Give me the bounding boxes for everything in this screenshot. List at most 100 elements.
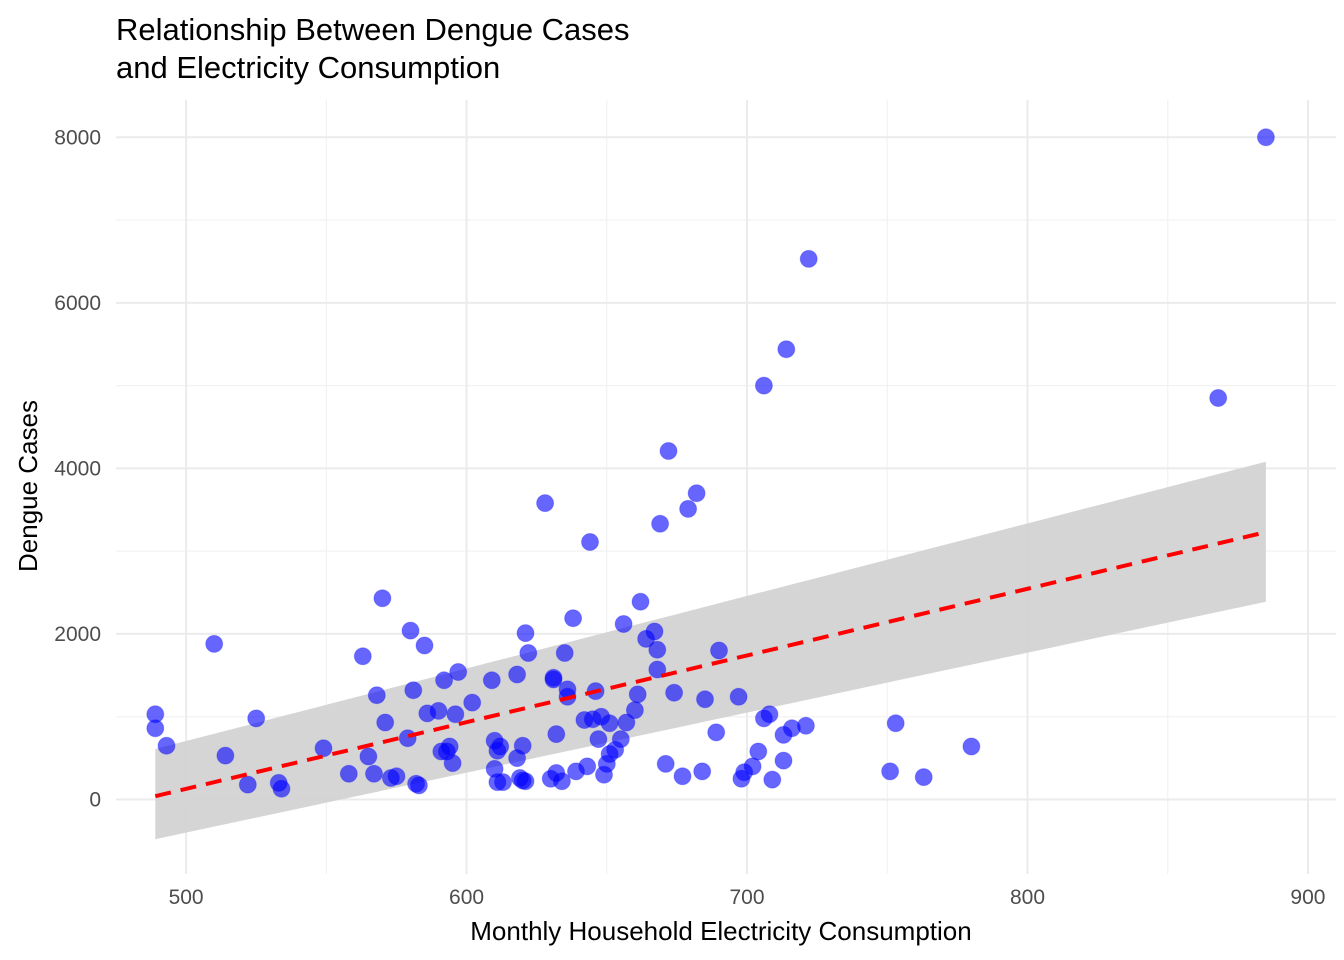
x-tick-label: 900 — [1290, 886, 1325, 909]
data-point — [774, 751, 793, 770]
data-point — [552, 772, 571, 791]
data-point — [665, 683, 684, 702]
data-point — [625, 701, 644, 720]
data-point — [707, 723, 726, 742]
data-point — [314, 739, 333, 758]
data-point — [749, 742, 768, 761]
data-point — [446, 705, 465, 724]
data-point — [617, 713, 636, 732]
data-point — [516, 624, 535, 643]
data-point — [648, 660, 667, 679]
data-point — [555, 644, 574, 662]
data-point — [519, 644, 538, 662]
data-point — [564, 609, 583, 628]
data-point — [440, 737, 459, 756]
data-point — [536, 494, 555, 513]
data-point — [600, 714, 619, 733]
data-point — [373, 589, 392, 608]
data-point — [687, 484, 706, 503]
data-point — [1256, 128, 1275, 147]
data-point — [367, 686, 386, 705]
y-tick-label: 0 — [89, 788, 101, 811]
data-point — [645, 622, 664, 641]
data-point — [443, 754, 462, 773]
data-point — [365, 764, 383, 783]
data-point — [272, 779, 291, 798]
data-point — [435, 671, 454, 690]
data-point — [339, 764, 358, 783]
data-point — [611, 730, 630, 749]
x-tick-label: 700 — [730, 886, 765, 909]
data-point — [743, 757, 762, 776]
data-point — [404, 681, 423, 700]
data-point — [656, 754, 675, 773]
data-point — [387, 767, 406, 786]
data-point — [589, 730, 608, 749]
data-point — [631, 592, 650, 611]
data-point — [578, 757, 597, 776]
data-point — [696, 690, 714, 709]
grid — [116, 100, 1336, 874]
data-point — [353, 647, 372, 666]
data-point — [376, 713, 395, 732]
data-point — [628, 685, 647, 704]
data-point — [914, 768, 933, 787]
data-point — [513, 736, 532, 755]
data-point — [648, 640, 667, 659]
data-point — [962, 737, 981, 756]
data-point — [482, 671, 501, 690]
data-point — [760, 705, 779, 724]
data-point — [754, 376, 773, 395]
data-point — [729, 687, 748, 706]
data-point — [463, 693, 482, 712]
y-tick-label: 2000 — [54, 623, 101, 646]
data-point — [544, 670, 563, 689]
data-point — [157, 736, 176, 755]
data-point — [146, 705, 165, 724]
data-point — [777, 340, 796, 359]
fit-line — [154, 530, 1267, 799]
data-point — [581, 533, 599, 551]
data-points — [146, 128, 1275, 798]
data-point — [205, 634, 224, 653]
data-point — [659, 442, 678, 460]
chart-title-line-2: and Electricity Consumption — [116, 50, 500, 85]
data-point — [429, 701, 448, 720]
data-point — [710, 641, 728, 660]
y-tick-label: 4000 — [54, 457, 101, 480]
data-point — [359, 747, 378, 766]
data-point — [516, 772, 535, 791]
data-point — [1209, 389, 1228, 407]
data-point — [886, 714, 905, 733]
x-axis-title: Monthly Household Electricity Consumptio… — [470, 916, 971, 946]
data-point — [763, 770, 782, 789]
data-point — [494, 773, 512, 792]
data-point — [508, 665, 527, 684]
regression-line — [154, 530, 1267, 799]
y-tick-label: 8000 — [54, 126, 101, 149]
data-point — [398, 729, 417, 748]
data-point — [614, 615, 633, 633]
data-point — [547, 725, 566, 744]
data-point — [796, 716, 815, 735]
y-tick-label: 6000 — [54, 292, 101, 315]
chart-title-line-1: Relationship Between Dengue Cases — [116, 12, 630, 47]
x-tick-label: 800 — [1010, 886, 1045, 909]
x-axis-ticks: 500 600 700 800 900 — [169, 886, 1326, 909]
data-point — [881, 762, 900, 781]
data-point — [238, 775, 257, 794]
x-tick-label: 500 — [169, 886, 204, 909]
data-point — [679, 499, 698, 518]
data-point — [673, 767, 692, 786]
data-point — [409, 776, 428, 795]
y-axis-ticks: 0 2000 4000 6000 8000 — [54, 126, 101, 811]
data-point — [651, 514, 670, 533]
data-point — [799, 249, 818, 268]
data-point — [415, 636, 434, 655]
y-axis-title: Dengue Cases — [13, 400, 43, 572]
data-point — [693, 762, 712, 781]
data-point — [216, 746, 235, 765]
x-tick-label: 600 — [449, 886, 484, 909]
data-point — [401, 621, 420, 640]
